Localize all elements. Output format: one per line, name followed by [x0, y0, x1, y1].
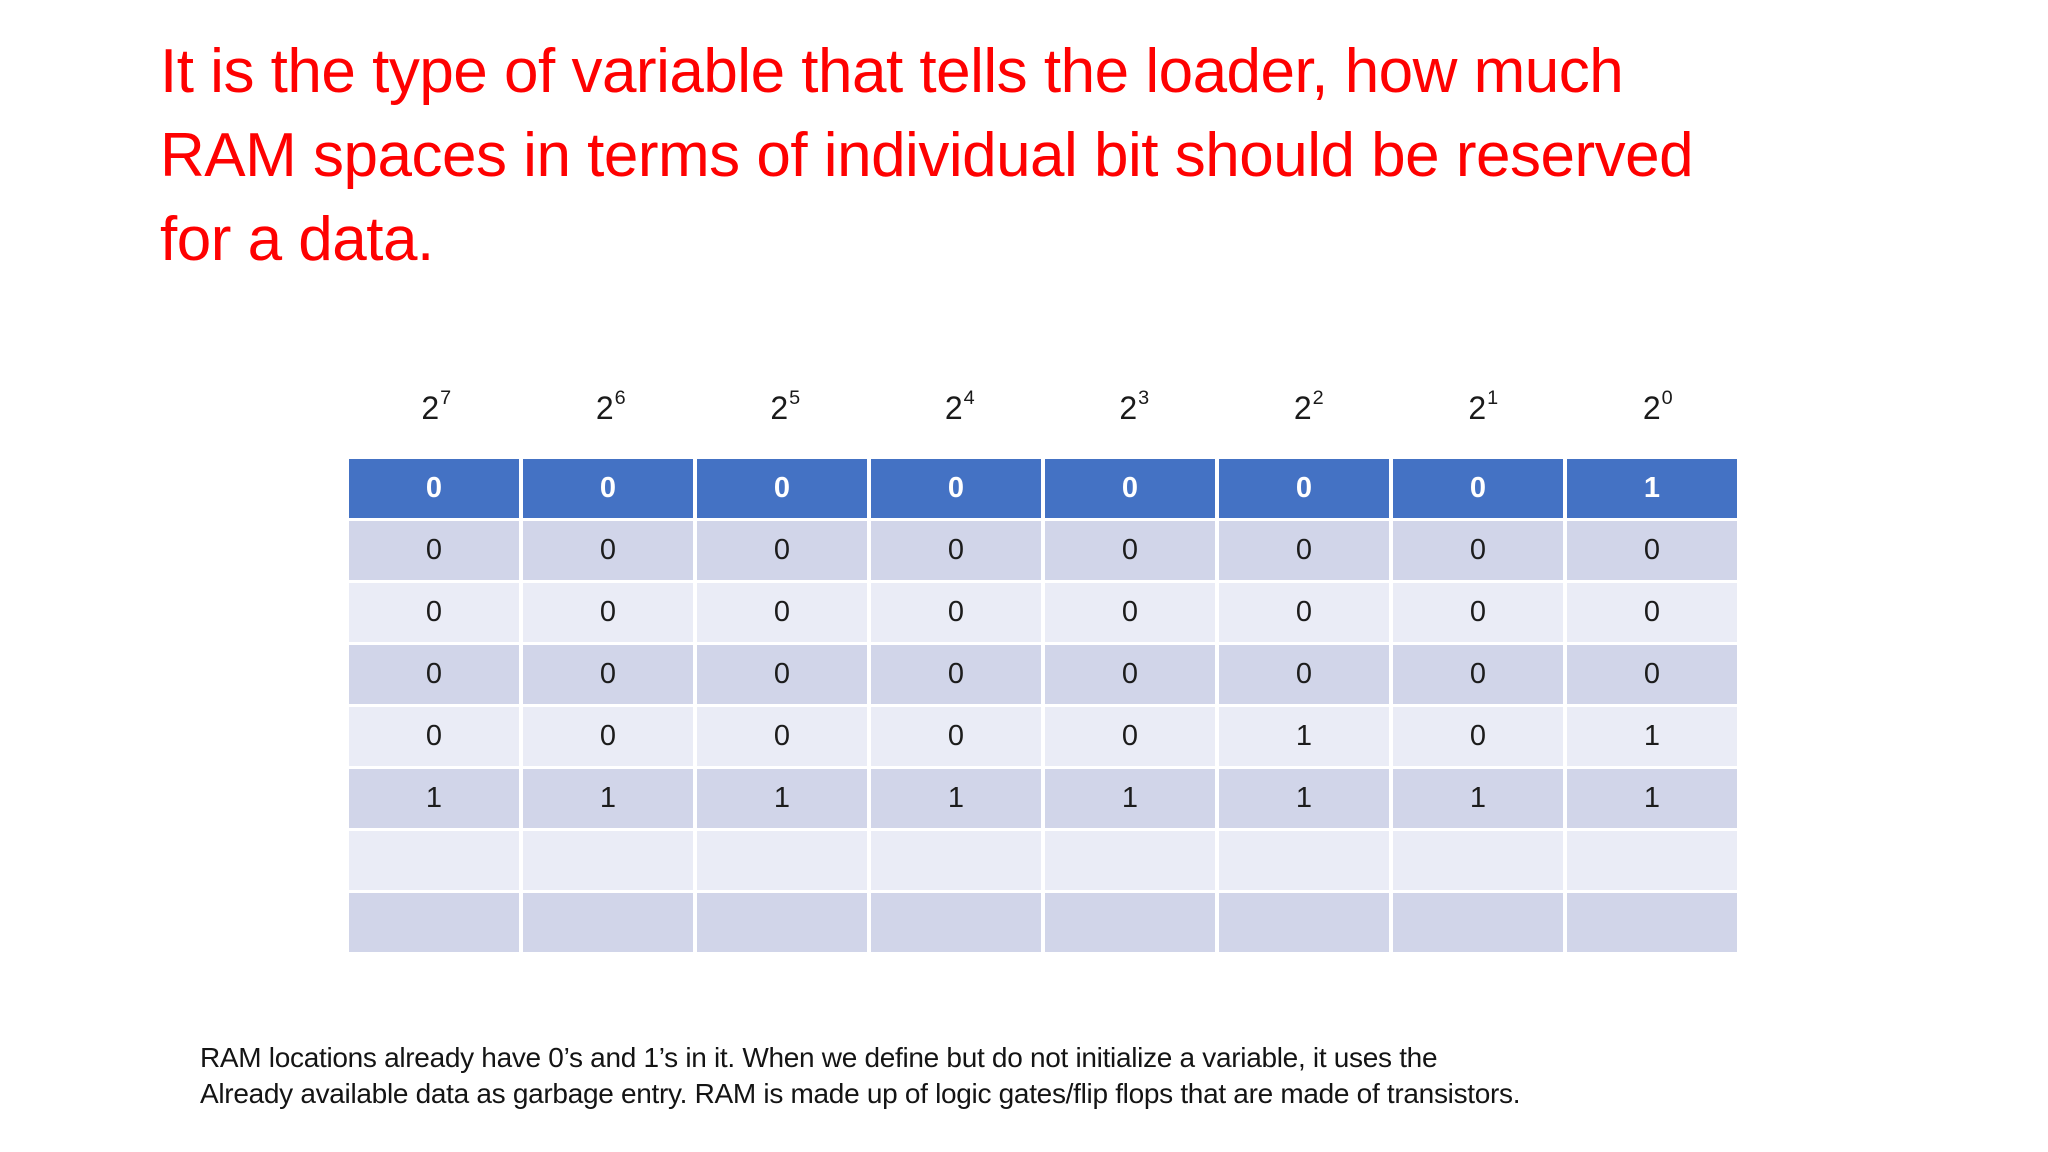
column-header: 23 — [1119, 387, 1150, 426]
bit-cell: 0 — [1393, 459, 1563, 518]
bit-cell: 0 — [349, 583, 519, 642]
bit-cell: 1 — [697, 769, 867, 828]
bit-cell: 1 — [1567, 459, 1737, 518]
footer-note: RAM locations already have 0’s and 1’s i… — [200, 1040, 1820, 1112]
bit-cell: 0 — [871, 645, 1041, 704]
bit-cell: 0 — [697, 521, 867, 580]
bit-cell — [1045, 831, 1215, 890]
bit-cell: 1 — [1219, 769, 1389, 828]
bit-cell — [1567, 831, 1737, 890]
bit-cell — [523, 831, 693, 890]
bit-cell: 0 — [1567, 645, 1737, 704]
bit-cell: 1 — [1045, 769, 1215, 828]
bit-cell — [1567, 893, 1737, 952]
bit-cell: 1 — [1567, 707, 1737, 766]
bit-cell: 0 — [349, 459, 519, 518]
bit-cell: 0 — [523, 521, 693, 580]
bit-cell: 0 — [1045, 459, 1215, 518]
bit-cell: 0 — [1219, 645, 1389, 704]
bit-cell: 1 — [1393, 769, 1563, 828]
table-row — [349, 893, 1737, 952]
bit-cell: 0 — [1045, 645, 1215, 704]
bit-cell — [1045, 893, 1215, 952]
bit-cell: 0 — [871, 583, 1041, 642]
table-row — [349, 831, 1737, 890]
bit-cell: 0 — [1219, 459, 1389, 518]
bit-cell — [1219, 831, 1389, 890]
title-line: for a data. — [160, 205, 434, 274]
bit-cell — [349, 893, 519, 952]
bit-cell — [697, 893, 867, 952]
bit-cell: 0 — [349, 645, 519, 704]
bit-cell — [871, 831, 1041, 890]
bit-cell — [349, 831, 519, 890]
bit-cell: 1 — [349, 769, 519, 828]
bit-cell: 0 — [871, 521, 1041, 580]
bit-cell: 0 — [349, 521, 519, 580]
bit-cell: 0 — [1393, 707, 1563, 766]
bit-cell: 0 — [1393, 645, 1563, 704]
bit-cell: 0 — [1393, 521, 1563, 580]
title-line: It is the type of variable that tells th… — [160, 37, 1624, 106]
bit-cell — [523, 893, 693, 952]
bit-cell — [697, 831, 867, 890]
bit-cell: 0 — [1393, 583, 1563, 642]
column-header: 21 — [1468, 387, 1499, 426]
column-header: 26 — [595, 387, 626, 426]
column-headers-row: 27 26 25 24 23 22 21 20 — [349, 387, 1745, 427]
bit-cell — [1393, 831, 1563, 890]
slide-title: It is the type of variable that tells th… — [160, 30, 1960, 282]
bit-cell: 1 — [1219, 707, 1389, 766]
bit-cell: 1 — [1567, 769, 1737, 828]
bit-cell: 0 — [1045, 583, 1215, 642]
bit-cell: 0 — [1045, 521, 1215, 580]
bit-cell — [871, 893, 1041, 952]
bit-cell: 0 — [1219, 583, 1389, 642]
bit-cell: 0 — [349, 707, 519, 766]
bit-cell: 1 — [523, 769, 693, 828]
column-header: 25 — [770, 387, 801, 426]
bit-cell: 0 — [871, 707, 1041, 766]
title-line: RAM spaces in terms of individual bit sh… — [160, 121, 1694, 190]
bit-cell: 0 — [523, 645, 693, 704]
bit-cell: 0 — [1567, 583, 1737, 642]
footer-line-1: RAM locations already have 0’s and 1’s i… — [200, 1042, 1438, 1073]
bit-cell — [1393, 893, 1563, 952]
column-header: 24 — [944, 387, 975, 426]
bit-cell: 0 — [697, 645, 867, 704]
bit-cell — [1219, 893, 1389, 952]
column-header: 22 — [1293, 387, 1324, 426]
bit-cell: 0 — [871, 459, 1041, 518]
bit-cell: 0 — [523, 459, 693, 518]
column-header: 27 — [421, 387, 452, 426]
bit-cell: 0 — [523, 583, 693, 642]
column-header: 20 — [1642, 387, 1673, 426]
footer-line-2: Already available data as garbage entry.… — [200, 1078, 1521, 1109]
bit-cell: 0 — [1567, 521, 1737, 580]
bit-cell: 0 — [697, 583, 867, 642]
bit-cell: 0 — [697, 707, 867, 766]
bit-cell: 0 — [697, 459, 867, 518]
bit-cell: 1 — [871, 769, 1041, 828]
bit-cell: 0 — [523, 707, 693, 766]
bit-cell: 0 — [1045, 707, 1215, 766]
bit-cell: 0 — [1219, 521, 1389, 580]
